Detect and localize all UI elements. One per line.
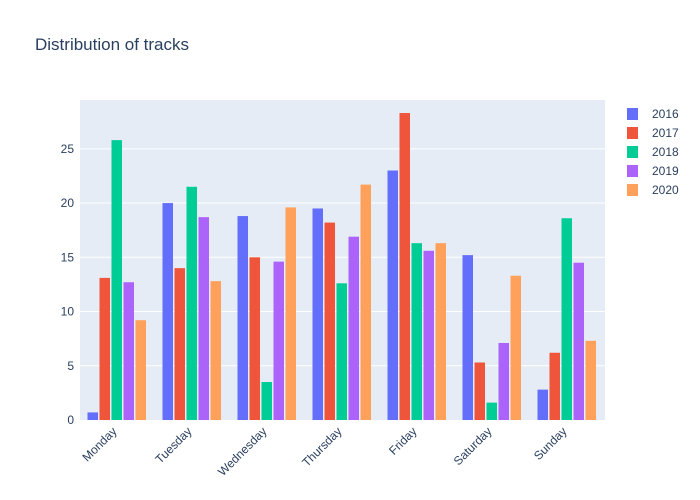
bar-2020-wednesday (285, 207, 296, 420)
bar-2017-wednesday (249, 257, 260, 420)
bars (87, 113, 596, 421)
legend-label: 2017 (652, 126, 679, 140)
legend-item-2019[interactable]: 2019 (627, 164, 679, 178)
bar-2019-sunday (573, 262, 584, 420)
legend-item-2020[interactable]: 2020 (627, 183, 679, 197)
legend-label: 2018 (652, 145, 679, 159)
bar-2020-tuesday (210, 281, 221, 420)
bar-2020-saturday (510, 275, 521, 420)
bar-2016-tuesday (162, 203, 173, 420)
legend-swatch (627, 146, 638, 158)
bar-2016-friday (387, 170, 398, 420)
bar-2017-friday (399, 113, 410, 421)
bar-2019-saturday (498, 342, 509, 420)
x-tick-label-saturday: Saturday (451, 424, 495, 468)
y-tick-label: 10 (61, 305, 75, 319)
y-axis-ticks: 0 5 10 15 20 25 (61, 142, 75, 427)
legend-label: 2019 (652, 164, 679, 178)
bar-2019-tuesday (198, 217, 209, 420)
legend: 2016 2017 2018 2019 2020 (627, 107, 679, 197)
bar-2019-monday (123, 282, 134, 420)
y-tick-label: 0 (67, 413, 74, 427)
y-tick-label: 25 (61, 142, 75, 156)
bar-2017-sunday (549, 352, 560, 420)
bar-2016-sunday (537, 389, 548, 420)
chart-title: Distribution of tracks (35, 35, 189, 54)
bar-2018-tuesday (186, 186, 197, 420)
y-tick-label: 15 (61, 250, 75, 264)
bar-2018-monday (111, 140, 122, 420)
legend-swatch (627, 108, 638, 120)
x-axis-ticks: Monday Tuesday Wednesday Thursday Friday Satu… (80, 424, 570, 479)
bar-2018-friday (411, 243, 422, 420)
bar-2017-saturday (474, 362, 485, 420)
bar-2018-wednesday (261, 382, 272, 420)
x-tick-label-monday: Monday (80, 424, 120, 464)
bar-2017-tuesday (174, 268, 185, 420)
legend-item-2018[interactable]: 2018 (627, 145, 679, 159)
legend-swatch (627, 127, 638, 139)
legend-swatch (627, 184, 638, 196)
x-tick-label-thursday: Thursday (299, 424, 344, 469)
bar-2016-wednesday (237, 216, 248, 420)
legend-label: 2016 (652, 107, 679, 121)
bar-2019-thursday (348, 236, 359, 420)
bar-2019-friday (423, 250, 434, 420)
bar-2018-thursday (336, 283, 347, 420)
legend-swatch (627, 165, 638, 177)
y-tick-label: 5 (67, 359, 74, 373)
x-tick-label-sunday: Sunday (531, 424, 570, 463)
legend-label: 2020 (652, 183, 679, 197)
bar-2017-thursday (324, 222, 335, 420)
bar-2016-thursday (312, 208, 323, 420)
y-tick-label: 20 (61, 196, 75, 210)
bar-2020-sunday (585, 340, 596, 420)
x-tick-label-wednesday: Wednesday (215, 424, 270, 479)
bar-2017-monday (99, 277, 110, 420)
legend-item-2017[interactable]: 2017 (627, 126, 679, 140)
bar-2020-friday (435, 243, 446, 420)
bar-2016-saturday (462, 255, 473, 420)
bar-2020-monday (135, 320, 146, 420)
bar-2018-saturday (486, 402, 497, 420)
x-tick-label-tuesday: Tuesday (152, 424, 194, 466)
legend-item-2016[interactable]: 2016 (627, 107, 679, 121)
x-tick-label-friday: Friday (386, 424, 419, 457)
bar-2020-thursday (360, 184, 371, 420)
bar-2018-sunday (561, 218, 572, 420)
bar-2016-monday (87, 412, 98, 420)
bar-2019-wednesday (273, 261, 284, 420)
